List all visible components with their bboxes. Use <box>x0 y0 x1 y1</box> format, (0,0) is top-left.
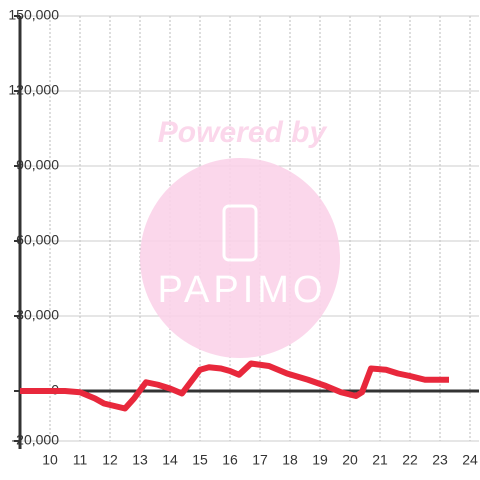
y-tick-label: 30,000 <box>16 307 59 323</box>
x-tick-label: 23 <box>432 452 448 468</box>
watermark: Powered by PAPIMO <box>140 116 340 358</box>
y-tick-label: -20,000 <box>12 432 60 448</box>
x-tick-label: 12 <box>102 452 118 468</box>
watermark-icon <box>222 204 258 262</box>
x-tick-label: 19 <box>312 452 328 468</box>
x-tick-label: 22 <box>402 452 418 468</box>
x-tick-label: 21 <box>372 452 388 468</box>
x-tick-label: 16 <box>222 452 238 468</box>
x-tick-label: 10 <box>42 452 58 468</box>
data-line <box>20 360 449 412</box>
watermark-circle <box>140 158 340 358</box>
y-tick-label: 90,000 <box>16 157 59 173</box>
x-tick-label: 24 <box>462 452 478 468</box>
y-tick-label: 150,000 <box>8 7 59 23</box>
x-tick-label: 17 <box>252 452 268 468</box>
y-tick-label: 120,000 <box>8 82 59 98</box>
watermark-logo: PAPIMO <box>158 269 327 311</box>
x-tick-label: 14 <box>162 452 178 468</box>
x-tick-label: 13 <box>132 452 148 468</box>
x-tick-label: 20 <box>342 452 358 468</box>
watermark-caption: Powered by <box>158 116 328 149</box>
y-tick-label: 60,000 <box>16 232 59 248</box>
x-tick-label: 11 <box>73 452 88 468</box>
x-tick-label: 15 <box>192 452 208 468</box>
x-tick-label: 18 <box>282 452 298 468</box>
